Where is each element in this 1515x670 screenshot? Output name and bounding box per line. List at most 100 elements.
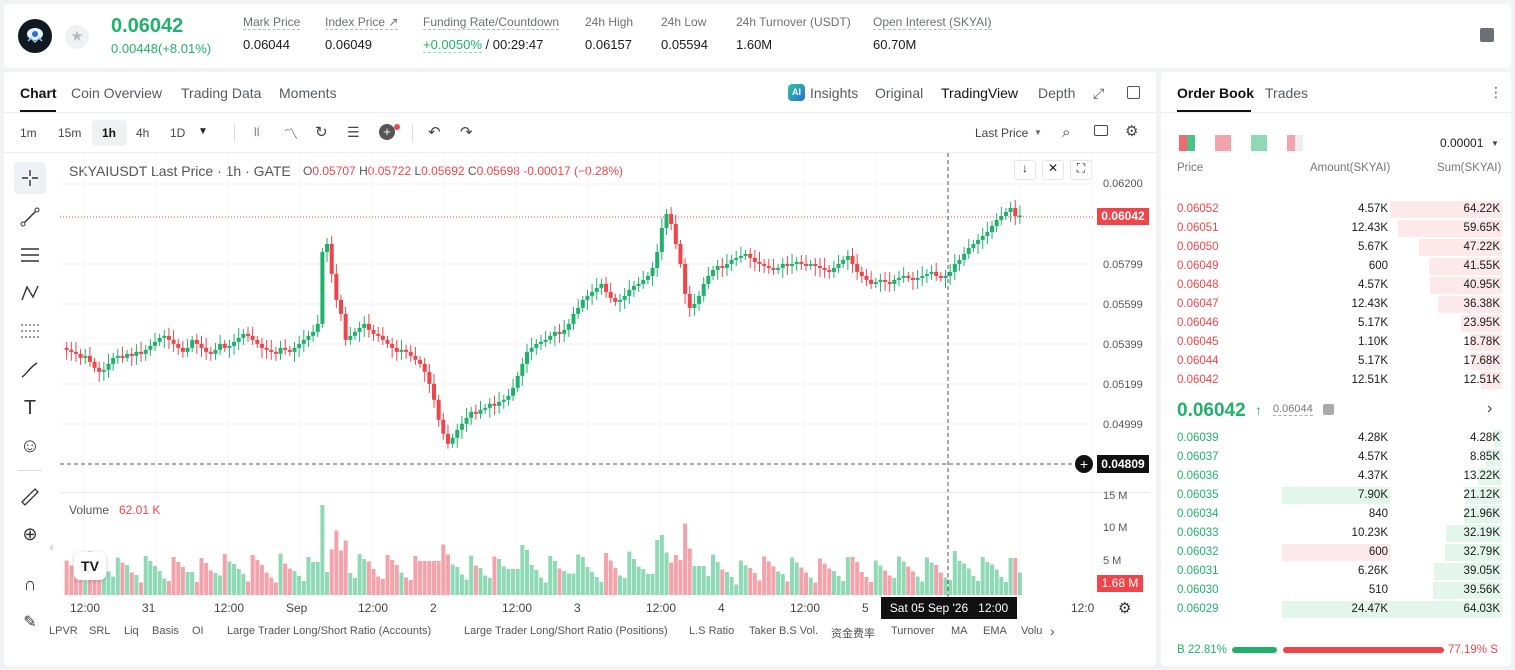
brush-tool-icon[interactable] bbox=[14, 354, 46, 386]
horizontal-lines-tool-icon[interactable] bbox=[14, 239, 46, 271]
window-icon[interactable] bbox=[1127, 86, 1140, 99]
stat-index-price-label[interactable]: Index Price ↗ bbox=[325, 15, 399, 30]
bid-row[interactable]: 0.06039 4.28K 4.28K bbox=[1163, 429, 1508, 448]
indicator-tab[interactable]: OI bbox=[192, 625, 204, 637]
ask-row[interactable]: 0.06046 5.17K 23.95K bbox=[1163, 314, 1508, 333]
tab-trading-data[interactable]: Trading Data bbox=[181, 85, 262, 101]
text-tool-icon[interactable]: T bbox=[23, 396, 37, 419]
tab-trades[interactable]: Trades bbox=[1265, 85, 1309, 101]
ask-row[interactable]: 0.06044 5.17K 17.68K bbox=[1163, 352, 1508, 371]
stat-mark-price-label[interactable]: Mark Price bbox=[243, 15, 301, 30]
timeframe-1d[interactable]: 1D bbox=[170, 126, 186, 140]
bid-row[interactable]: 0.06033 10.23K 32.19K bbox=[1163, 524, 1508, 543]
candlestick-chart[interactable] bbox=[60, 153, 1095, 598]
candle-type-icon[interactable]: ⧘⧙ bbox=[254, 124, 260, 139]
stat-funding-label[interactable]: Funding Rate/Countdown bbox=[423, 15, 560, 30]
ask-row[interactable]: 0.06047 12.43K 36.38K bbox=[1163, 295, 1508, 314]
stat-open-interest-label[interactable]: Open Interest (SKYAI) bbox=[873, 15, 992, 30]
add-indicator-icon[interactable]: + bbox=[379, 124, 395, 140]
funding-rate[interactable]: +0.0050% bbox=[423, 37, 482, 53]
ask-row[interactable]: 0.06051 12.43K 59.65K bbox=[1163, 219, 1508, 238]
indicator-tab[interactable]: 资金费率 bbox=[831, 628, 875, 640]
indicator-tab[interactable]: Volu bbox=[1021, 625, 1043, 637]
ob-view-split-icon[interactable] bbox=[1287, 135, 1303, 151]
indicator-tab[interactable]: LPVR bbox=[49, 625, 78, 637]
settings-gear-icon[interactable]: ⚙ bbox=[1125, 123, 1139, 140]
indicator-tab[interactable]: Large Trader Long/Short Ratio (Accounts) bbox=[227, 625, 432, 637]
timeframe-4h[interactable]: 4h bbox=[136, 126, 150, 140]
replay-icon[interactable]: ↻ bbox=[315, 124, 328, 141]
indicator-tab[interactable]: Large Trader Long/Short Ratio (Positions… bbox=[464, 625, 668, 637]
bid-row[interactable]: 0.06031 6.26K 39.05K bbox=[1163, 562, 1508, 581]
favorite-star-icon[interactable]: ★ bbox=[65, 25, 89, 49]
price-type-select[interactable]: Last Price bbox=[975, 126, 1029, 140]
indicator-tab[interactable]: EMA bbox=[983, 625, 1007, 637]
indicator-tab[interactable]: Turnover bbox=[891, 625, 935, 637]
bid-row[interactable]: 0.06032 600 32.79K bbox=[1163, 543, 1508, 562]
time-axis-settings-icon[interactable]: ⚙ bbox=[1118, 600, 1132, 617]
timeframe-15m[interactable]: 15m bbox=[58, 126, 82, 140]
template-icon[interactable]: ☰ bbox=[347, 124, 360, 140]
crosshair-tool-icon[interactable] bbox=[14, 162, 46, 194]
bid-row[interactable]: 0.06029 24.47K 64.03K bbox=[1163, 600, 1508, 619]
expand-icon[interactable]: ⤢ bbox=[1093, 85, 1105, 101]
ask-row[interactable]: 0.06048 4.57K 40.95K bbox=[1163, 276, 1508, 295]
ob-view-bids-icon[interactable] bbox=[1251, 135, 1267, 151]
bid-row[interactable]: 0.06036 4.37K 13.22K bbox=[1163, 467, 1508, 486]
collapse-toolbar-chevron-icon[interactable]: ‹ bbox=[50, 542, 54, 553]
crosshair-add-icon[interactable]: + bbox=[1075, 455, 1093, 473]
notes-icon[interactable] bbox=[1480, 28, 1494, 42]
pencil-lock-tool-icon[interactable]: ✎ bbox=[23, 614, 37, 631]
indicator-tab[interactable]: Liq bbox=[124, 625, 139, 637]
candle-body bbox=[246, 333, 250, 336]
indicators-more-chevron-icon[interactable]: › bbox=[1050, 623, 1055, 639]
view-insights[interactable]: Insights bbox=[810, 85, 859, 101]
scroll-down-icon[interactable]: ↓ bbox=[1014, 160, 1036, 180]
ask-row[interactable]: 0.06042 12.51K 12.51K bbox=[1163, 371, 1508, 390]
indicator-tab[interactable]: Basis bbox=[152, 625, 179, 637]
bid-row[interactable]: 0.06034 840 21.96K bbox=[1163, 505, 1508, 524]
ask-row[interactable]: 0.06045 1.10K 18.78K bbox=[1163, 333, 1508, 352]
ruler-tool-icon[interactable] bbox=[14, 480, 46, 512]
bid-row[interactable]: 0.06035 7.90K 21.12K bbox=[1163, 486, 1508, 505]
ob-precision-select[interactable]: 0.00001 bbox=[1440, 136, 1484, 150]
view-original[interactable]: Original bbox=[875, 85, 924, 101]
tab-chart[interactable]: Chart bbox=[20, 85, 57, 101]
ob-view-asks-icon[interactable] bbox=[1215, 135, 1231, 151]
ask-row[interactable]: 0.06049 600 41.55K bbox=[1163, 257, 1508, 276]
bid-row[interactable]: 0.06037 4.57K 8.85K bbox=[1163, 448, 1508, 467]
timeframe-1m[interactable]: 1m bbox=[20, 126, 37, 140]
indicator-tab[interactable]: Taker B.S Vol. bbox=[749, 625, 819, 637]
ob-more-icon[interactable]: ⋮ bbox=[1489, 84, 1503, 100]
tab-moments[interactable]: Moments bbox=[279, 85, 337, 101]
price-type-chevron-icon[interactable]: ▼ bbox=[1034, 128, 1042, 137]
pattern-tool-icon[interactable] bbox=[14, 277, 46, 309]
indicator-tab[interactable]: L.S Ratio bbox=[689, 625, 735, 637]
indicator-tab[interactable]: MA bbox=[951, 625, 968, 637]
view-tradingview[interactable]: TradingView bbox=[941, 85, 1019, 101]
bid-row[interactable]: 0.06030 510 39.56K bbox=[1163, 581, 1508, 600]
ask-row[interactable]: 0.06052 4.57K 64.22K bbox=[1163, 200, 1508, 219]
view-depth[interactable]: Depth bbox=[1038, 85, 1076, 101]
timeframe-dropdown-chevron-icon[interactable]: ▼ bbox=[198, 126, 208, 137]
ob-mid-chevron-icon[interactable]: › bbox=[1487, 400, 1493, 417]
emoji-tool-icon[interactable]: ☺ bbox=[19, 434, 41, 457]
tab-coin-overview[interactable]: Coin Overview bbox=[71, 85, 163, 101]
trend-line-tool-icon[interactable] bbox=[14, 201, 46, 233]
camera-icon[interactable] bbox=[1094, 125, 1108, 136]
tab-order-book[interactable]: Order Book bbox=[1177, 85, 1255, 101]
zoom-in-tool-icon[interactable]: ⊕ bbox=[22, 523, 38, 544]
ask-row[interactable]: 0.06050 5.67K 47.22K bbox=[1163, 238, 1508, 257]
search-icon[interactable]: ⌕ bbox=[1062, 124, 1071, 141]
ob-mark-price[interactable]: 0.06044 bbox=[1273, 403, 1313, 416]
collapse-icon[interactable]: ✕ bbox=[1042, 160, 1064, 180]
ob-view-both-icon[interactable] bbox=[1179, 135, 1195, 151]
fib-tool-icon[interactable] bbox=[14, 315, 46, 347]
ob-precision-chevron-icon[interactable]: ▼ bbox=[1491, 139, 1499, 148]
magnet-tool-icon[interactable]: ∩ bbox=[23, 573, 37, 594]
indicator-tab[interactable]: SRL bbox=[89, 625, 111, 637]
redo-icon[interactable]: ↷ bbox=[460, 124, 473, 141]
timeframe-1h[interactable]: 1h bbox=[102, 126, 117, 140]
indicator-icon[interactable]: 〽 bbox=[284, 126, 298, 142]
undo-icon[interactable]: ↶ bbox=[428, 124, 441, 141]
